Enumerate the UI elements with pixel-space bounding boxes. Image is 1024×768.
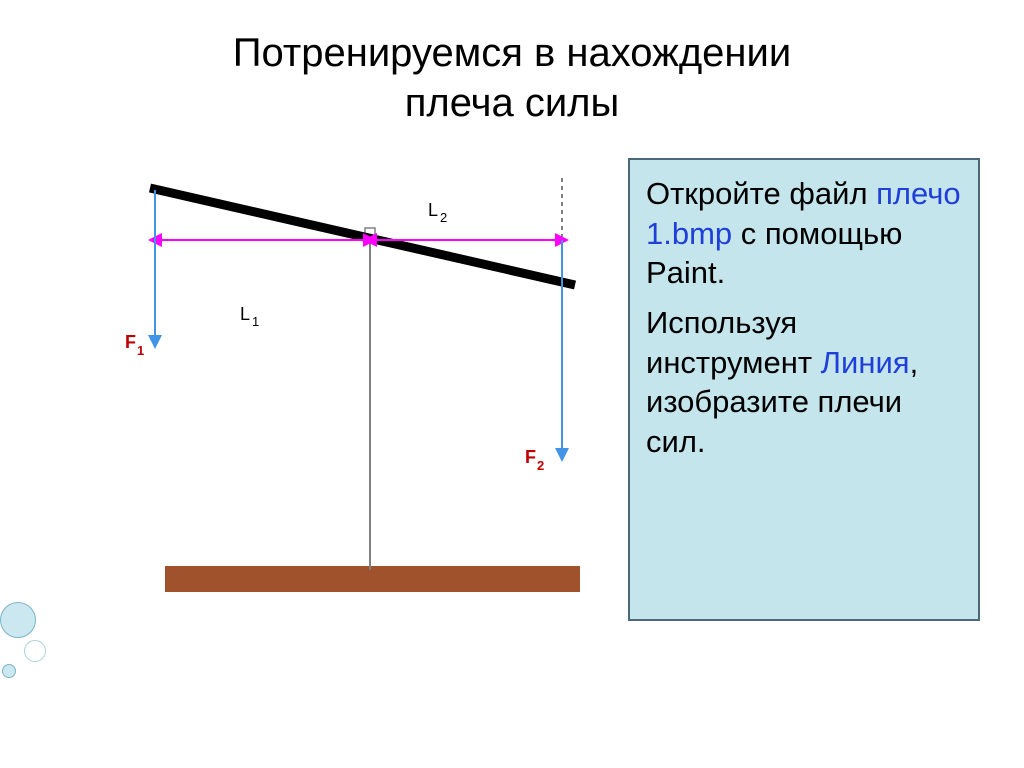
instruction-box: Откройте файл плечо 1.bmp с помощью Pain… bbox=[628, 158, 980, 621]
bubble-2 bbox=[24, 640, 46, 662]
label-f1: F1 bbox=[125, 332, 144, 358]
bubble-3 bbox=[2, 664, 16, 678]
label-f2: F2 bbox=[525, 447, 544, 473]
text-using-tool: Используя инструмент bbox=[646, 305, 821, 380]
toolname-highlight: Линия bbox=[821, 345, 910, 380]
text-open-file: Откройте файл bbox=[646, 176, 876, 211]
label-l2: L2 bbox=[428, 200, 447, 225]
lever-bar bbox=[150, 188, 575, 285]
instruction-para-2: Используя инструмент Линия, изобразите п… bbox=[646, 303, 962, 462]
lever-diagram: L2 L1 F1 F2 bbox=[70, 170, 600, 620]
instruction-para-1: Откройте файл плечо 1.bmp с помощью Pain… bbox=[646, 174, 962, 293]
lever-svg: L2 L1 F1 F2 bbox=[70, 170, 600, 620]
slide-title: Потренируемся в нахождении плеча силы bbox=[0, 28, 1024, 128]
label-l1: L1 bbox=[240, 304, 259, 329]
title-line-1: Потренируемся в нахождении bbox=[233, 31, 791, 75]
title-line-2: плеча силы bbox=[405, 81, 620, 125]
base-rect bbox=[165, 566, 580, 592]
bubble-1 bbox=[0, 602, 36, 638]
